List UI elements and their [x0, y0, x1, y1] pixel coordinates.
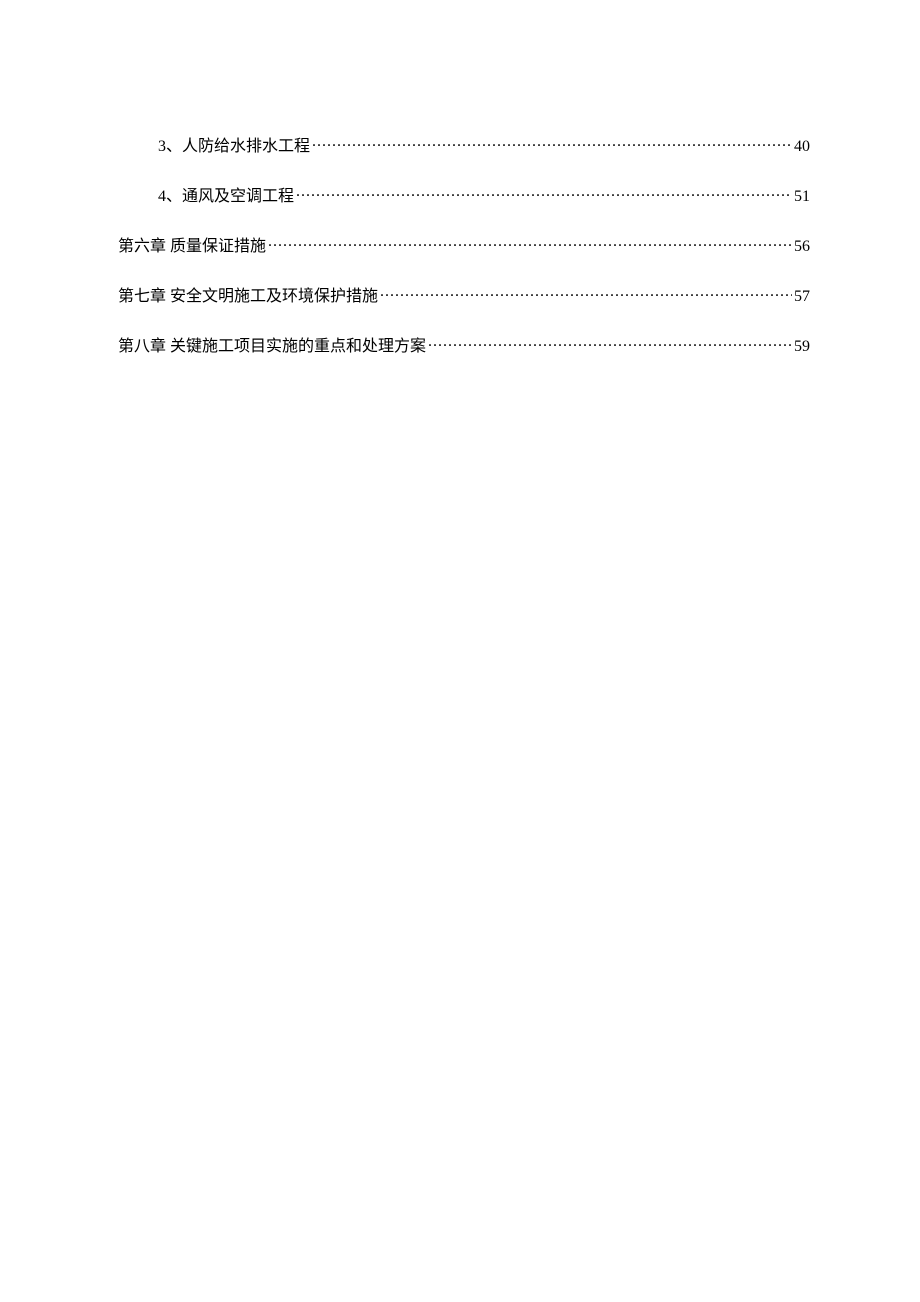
toc-leader — [312, 135, 792, 151]
toc-page-number: 51 — [794, 188, 810, 206]
toc-container: 3、人防给水排水工程 40 4、通风及空调工程 51 第六章 质量保证措施 56… — [118, 132, 810, 382]
toc-label: 第七章 安全文明施工及环境保护措施 — [118, 282, 378, 306]
toc-entry: 第七章 安全文明施工及环境保护措施 57 — [118, 282, 810, 306]
toc-label: 3、人防给水排水工程 — [158, 132, 310, 156]
toc-label: 第六章 质量保证措施 — [118, 232, 266, 256]
toc-leader — [428, 335, 792, 351]
toc-entry: 4、通风及空调工程 51 — [118, 182, 810, 206]
toc-leader — [296, 185, 792, 201]
toc-entry: 第八章 关键施工项目实施的重点和处理方案 59 — [118, 332, 810, 356]
toc-page-number: 56 — [794, 238, 810, 256]
toc-page-number: 40 — [794, 138, 810, 156]
toc-page-number: 57 — [794, 288, 810, 306]
toc-label: 第八章 关键施工项目实施的重点和处理方案 — [118, 332, 426, 356]
toc-entry: 3、人防给水排水工程 40 — [118, 132, 810, 156]
toc-page-number: 59 — [794, 338, 810, 356]
toc-entry: 第六章 质量保证措施 56 — [118, 232, 810, 256]
toc-leader — [380, 285, 792, 301]
toc-leader — [268, 235, 792, 251]
toc-label: 4、通风及空调工程 — [158, 182, 294, 206]
